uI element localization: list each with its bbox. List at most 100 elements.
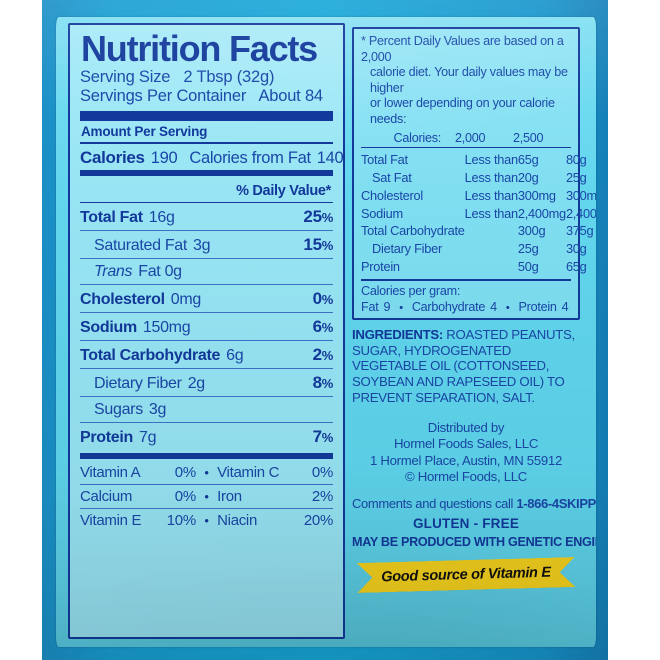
banner-label: Good source of Vitamin E [381, 564, 551, 586]
dv-row-value-2500: 2,400mg [565, 205, 596, 221]
dv-row-value-2500: 80g [565, 152, 587, 168]
nutrient-daily-value-number: 25 [303, 206, 322, 226]
footnote-line-3: or lower depending on your calorie needs… [370, 96, 555, 126]
divider-between-nutrients [80, 368, 333, 369]
dv-row-value-2000: 2,400mg [517, 205, 566, 221]
background-margin-right [608, 0, 660, 660]
nutrient-daily-value-number: 2 [312, 344, 322, 364]
dv-row-qualifier [465, 240, 518, 258]
contact-prefix: Comments and questions call [352, 495, 517, 511]
dv-calories-label: Calories: [393, 130, 442, 145]
nutrient-amount: 150mg [142, 318, 191, 336]
divider-medium-below-protein [80, 453, 333, 459]
dv-row-qualifier [465, 222, 518, 240]
dv-table-row: Total Carbohydrate 300g 375g [361, 222, 596, 240]
percent-sign: % [321, 291, 334, 307]
vitamin-value: 20% [303, 512, 333, 529]
distributor-block: Distributed by Hormel Foods Sales, LLC 1… [352, 420, 580, 486]
calories-from-fat-value: 140 [316, 148, 344, 167]
dv-row-name: Total Carbohydrate [361, 223, 465, 239]
bullet-dot-icon: • [204, 465, 209, 480]
nutrient-row: Protein 7g 7% [80, 423, 333, 450]
nutrient-amount: 3g [193, 236, 211, 254]
vitamin-row: Vitamin E 10% • Niacin 20% [80, 509, 333, 532]
nutrient-daily-value-number: 6 [312, 316, 322, 336]
cpg-carbohydrate: Carbohydrate 4 [412, 300, 497, 314]
nutrient-daily-value: 7% [312, 426, 334, 447]
dv-row-name: Protein [361, 259, 400, 275]
ingredients-heading: INGREDIENTS: [352, 326, 443, 342]
vitamin-e-banner-wrap: Good source of Vitamin E [352, 560, 580, 590]
nutrient-daily-value: 2% [312, 344, 334, 365]
dv-row-qualifier: Less than [464, 152, 519, 168]
vitamin-value: 10% [166, 512, 196, 529]
nutrient-daily-value: 0% [312, 288, 334, 309]
serving-size-label: Serving Size [80, 68, 171, 86]
dv-row-name: Total Fat [361, 152, 408, 168]
nutrient-amount: 16g [148, 208, 175, 226]
distributor-line-3: 1 Hormel Place, Austin, MN 55912 [370, 452, 562, 468]
vitamin-name: Niacin [217, 512, 258, 529]
dv-row-value-2500: 375g [565, 223, 594, 239]
dv-col-2500-header: 2,500 [513, 130, 544, 145]
dv-row-value-2000: 300mg [517, 187, 556, 203]
vitamin-value: 0% [311, 464, 333, 481]
serving-size-row: Serving Size 2 Tbsp (32g) [80, 68, 333, 87]
vitamin-cell-left: Vitamin E 10% [80, 512, 196, 529]
nutrient-amount: 3g [148, 400, 167, 418]
nutrient-daily-value: 25% [303, 207, 333, 227]
divider-between-nutrients [80, 258, 333, 259]
dv-table-header: Calories: 2,000 2,500 [361, 131, 571, 145]
nutrient-name: Sugars [94, 400, 143, 418]
nutrient-name: Trans [94, 262, 133, 280]
daily-value-reference-table: Total Fat Less than 65g 80g Sat Fat Less than… [361, 151, 596, 275]
vitamin-row: Calcium 0% • Iron 2% [80, 485, 333, 508]
dv-row-qualifier: Less than [464, 205, 519, 221]
nutrient-daily-value: 15% [303, 235, 333, 255]
percent-sign: % [321, 429, 334, 445]
vitamin-row: Vitamin A 0% • Vitamin C 0% [80, 461, 333, 484]
footnote-line-2: calorie diet. Your daily values may be h… [370, 65, 568, 95]
cpg-fat-label: Fat [361, 299, 379, 314]
nutrient-row: Saturated Fat 3g 15% [80, 231, 333, 258]
nutrient-amount: 2g [187, 374, 206, 392]
divider-calories-per-gram [361, 279, 571, 281]
servings-per-container-value: About 84 [258, 87, 323, 105]
nutrient-daily-value: 6% [312, 316, 334, 337]
nutrient-daily-value-number: 7 [312, 426, 322, 446]
cpg-fat: Fat 9 [361, 300, 390, 314]
calories-per-gram-row: Fat 9 • Carbohydrate 4 • Protein 4 [361, 300, 571, 314]
dv-row-value-2500: 30g [565, 241, 587, 257]
divider-between-vitamins [80, 484, 333, 485]
divider-medium-below-calories [80, 169, 333, 176]
dv-row-value-2500: 65g [565, 259, 587, 275]
nutrition-facts-column: Nutrition Facts Serving Size 2 Tbsp (32g… [68, 23, 345, 639]
vitamin-e-banner: Good source of Vitamin E [357, 557, 576, 593]
nutrient-daily-value-number: 0 [312, 288, 322, 308]
divider-between-vitamins [80, 508, 333, 509]
nutrient-name: Cholesterol [80, 290, 165, 308]
divider-between-nutrients [80, 340, 333, 341]
ingredients-block: INGREDIENTS: ROASTED PEANUTS, SUGAR, HYD… [352, 327, 580, 406]
vitamin-list: Vitamin A 0% • Vitamin C 0% Calcium 0% • Iron 2% V… [80, 461, 333, 532]
distributor-line-4: © Hormel Foods, LLC [404, 469, 527, 485]
dv-row-qualifier [465, 258, 518, 276]
cpg-protein-value: 4 [561, 299, 569, 314]
nutrient-amount: 6g [226, 346, 244, 364]
serving-size-value: 2 Tbsp (32g) [183, 68, 275, 86]
dv-row-value-2500: 300mg [565, 187, 596, 203]
dv-table-row: Protein 50g 65g [361, 258, 596, 276]
vitamin-cell-right: Niacin 20% [217, 512, 333, 529]
percent-sign: % [321, 209, 334, 225]
divider-between-nutrients [80, 396, 333, 397]
nutrient-name: Total Fat [80, 208, 143, 226]
bullet-dot-icon: • [399, 301, 403, 314]
dv-row-name: Sodium [361, 205, 403, 221]
background-margin-left [0, 0, 42, 660]
dv-row-value-2000: 65g [517, 152, 539, 168]
bullet-dot-icon: • [204, 513, 209, 528]
divider-dv-table-top [361, 146, 571, 148]
vitamin-cell-right: Vitamin C 0% [217, 464, 333, 481]
nutrient-name: Total Carbohydrate [80, 346, 221, 364]
nutrient-name: Sodium [80, 318, 137, 336]
